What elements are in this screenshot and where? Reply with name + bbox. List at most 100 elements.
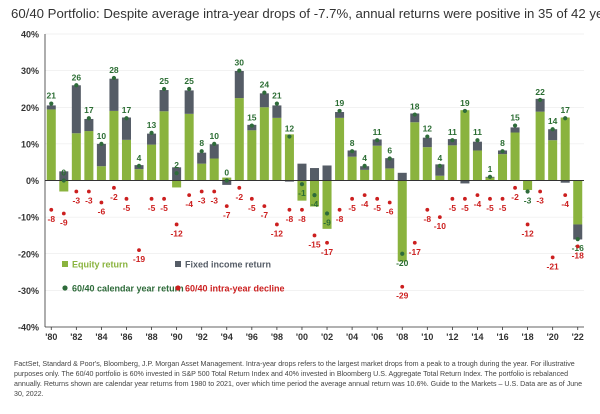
- equity-bar: [322, 180, 332, 229]
- intra-year-decline-marker: [463, 196, 467, 201]
- equity-bar: [573, 180, 583, 225]
- fixed-income-bar: [71, 85, 81, 134]
- fixed-income-bar: [259, 93, 269, 108]
- calendar-return-marker: [362, 163, 367, 168]
- intra-year-decline-marker: [387, 200, 392, 205]
- y-tick-label: 0%: [26, 176, 39, 186]
- y-tick-label: -40%: [18, 323, 39, 333]
- calendar-return-label: 11: [448, 127, 457, 137]
- intra-year-decline-marker: [137, 248, 141, 252]
- equity-bar: [435, 175, 445, 181]
- intra-year-decline-label: -7: [223, 210, 231, 220]
- intra-year-decline-label: -5: [499, 203, 507, 213]
- intra-year-decline-label: -17: [321, 247, 334, 257]
- calendar-return-marker: [525, 189, 530, 194]
- fixed-income-bar: [147, 133, 157, 145]
- calendar-return-marker: [512, 123, 518, 128]
- calendar-return-label: -1: [298, 188, 306, 198]
- legend-swatch: [62, 261, 68, 267]
- calendar-return-marker: [400, 251, 405, 256]
- intra-year-decline-label: -7: [261, 210, 269, 220]
- intra-year-decline-marker: [49, 207, 54, 212]
- intra-year-decline-label: -5: [373, 203, 381, 213]
- intra-year-decline-marker: [262, 204, 267, 209]
- calendar-return-marker: [387, 156, 392, 161]
- intra-year-decline-marker: [538, 189, 543, 194]
- fixed-income-bar: [472, 141, 482, 151]
- x-tick-label: '02: [321, 332, 333, 342]
- x-tick-label: '16: [496, 332, 508, 342]
- calendar-return-marker: [312, 193, 317, 198]
- legend-marker: [62, 285, 68, 291]
- intra-year-decline-label: -6: [386, 206, 394, 216]
- calendar-return-label: 22: [535, 87, 545, 97]
- x-tick-label: '92: [196, 332, 208, 342]
- y-tick-label: 40%: [21, 30, 39, 40]
- fixed-income-bar: [322, 165, 332, 181]
- intra-year-decline-marker: [86, 189, 91, 194]
- x-tick-label: '14: [471, 332, 483, 342]
- calendar-return-marker: [262, 90, 267, 95]
- calendar-return-label: 4: [137, 153, 142, 163]
- calendar-return-label: 1: [488, 164, 493, 174]
- x-tick-label: '84: [95, 332, 107, 342]
- calendar-return-marker: [174, 171, 179, 176]
- intra-year-decline-marker: [400, 284, 405, 289]
- x-tick-label: '08: [396, 332, 408, 342]
- intra-year-decline-marker: [112, 185, 116, 190]
- intra-year-decline-marker: [174, 222, 179, 227]
- x-tick-label: '18: [522, 332, 534, 342]
- intra-year-decline-label: -10: [434, 221, 447, 231]
- intra-year-decline-marker: [300, 207, 304, 212]
- calendar-return-marker: [487, 174, 493, 179]
- calendar-return-label: 24: [260, 80, 270, 90]
- fixed-income-bar: [222, 180, 232, 185]
- intra-year-decline-label: -3: [198, 195, 206, 205]
- calendar-return-marker: [337, 108, 342, 114]
- fixed-income-bar: [309, 168, 320, 181]
- equity-bar: [498, 154, 508, 181]
- calendar-return-marker: [149, 130, 154, 135]
- intra-year-decline-marker: [162, 196, 166, 201]
- equity-bar: [84, 131, 94, 181]
- x-tick-label: '22: [572, 332, 584, 342]
- calendar-return-marker: [237, 68, 242, 73]
- equity-bar: [360, 169, 370, 181]
- intra-year-decline-marker: [74, 189, 79, 194]
- fixed-income-bar: [297, 163, 307, 181]
- x-tick-label: '10: [421, 332, 433, 342]
- equity-bar: [523, 180, 533, 191]
- intra-year-decline-marker: [249, 196, 254, 201]
- calendar-return-marker: [563, 116, 568, 121]
- x-tick-label: '94: [221, 332, 233, 342]
- equity-bar: [184, 113, 194, 181]
- intra-year-decline-marker: [124, 196, 129, 201]
- calendar-return-label: 14: [548, 116, 558, 126]
- equity-bar: [347, 156, 357, 181]
- equity-bar: [209, 158, 219, 181]
- intra-year-decline-label: -29: [396, 291, 409, 301]
- calendar-return-marker: [99, 141, 104, 146]
- calendar-return-label: 21: [272, 91, 282, 101]
- calendar-return-marker: [350, 149, 355, 154]
- fixed-income-bar: [422, 137, 432, 148]
- intra-year-decline-marker: [187, 193, 192, 198]
- equity-bar: [121, 139, 131, 181]
- fixed-income-bar: [372, 139, 382, 146]
- x-tick-label: '80: [45, 332, 57, 342]
- calendar-return-label: 11: [373, 127, 382, 137]
- intra-year-decline-label: -15: [308, 239, 321, 249]
- intra-year-decline-label: -8: [424, 214, 432, 224]
- intra-year-decline-label: -5: [348, 203, 356, 213]
- calendar-return-label: 11: [473, 127, 482, 137]
- intra-year-decline-marker: [212, 189, 217, 194]
- intra-year-decline-label: -8: [286, 214, 294, 224]
- calendar-return-label: 13: [147, 120, 157, 130]
- fixed-income-bar: [84, 118, 94, 132]
- intra-year-decline-label: -17: [409, 247, 422, 257]
- fixed-income-bar: [209, 144, 219, 159]
- equity-bar: [335, 117, 345, 181]
- x-tick-label: '90: [171, 332, 183, 342]
- intra-year-decline-label: -9: [60, 217, 68, 227]
